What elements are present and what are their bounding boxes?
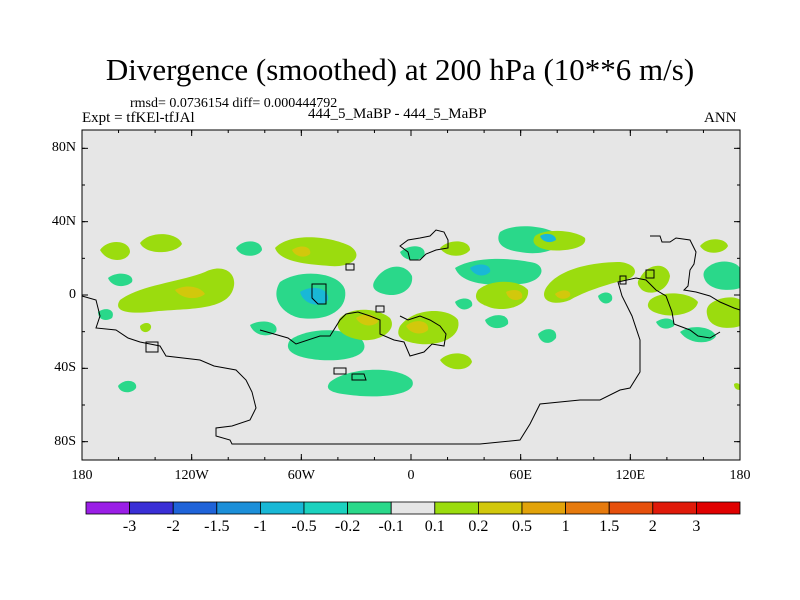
plot-title: Divergence (smoothed) at 200 hPa (10**6 … — [105, 52, 695, 87]
contour-region — [680, 327, 716, 343]
colorbar-swatch — [521, 501, 566, 515]
contour-region — [406, 321, 429, 334]
coastline-africa — [399, 229, 449, 261]
contour-region — [555, 290, 571, 299]
lon-tick-label: 120W — [174, 468, 209, 483]
colorbar-swatch — [303, 501, 348, 515]
coastline-island-6 — [619, 275, 627, 285]
contour-region — [300, 287, 329, 305]
colorbar-swatch — [434, 501, 479, 515]
colorbar-swatch — [608, 501, 654, 515]
contour-region — [440, 353, 472, 370]
colorbar-label: 0.2 — [468, 518, 489, 535]
coastline-europe — [650, 235, 741, 311]
contour-region — [538, 329, 557, 343]
colorbar-label: 3 — [692, 518, 701, 535]
coastline-island-3 — [351, 373, 367, 381]
lat-tick-label: 40N — [51, 213, 76, 229]
lon-tick-label: 180 — [729, 468, 751, 483]
coastline — [81, 229, 741, 445]
colorbar-label: 0.1 — [424, 518, 445, 535]
lon-tick-label: 60E — [509, 468, 532, 483]
colorbar-label: -3 — [122, 518, 137, 535]
contour-region — [118, 380, 137, 393]
coastline-island-8 — [375, 305, 385, 313]
contour-region — [656, 318, 675, 329]
contour-region — [703, 261, 740, 290]
coastline-island-4 — [333, 367, 347, 375]
lon-tick-label: 120E — [615, 468, 646, 483]
colorbar-swatch — [172, 501, 218, 515]
colorbar-swatch — [696, 501, 741, 515]
colorbar-swatch — [347, 501, 392, 515]
colorbar — [85, 501, 741, 515]
colorbar-swatch — [390, 501, 436, 515]
colorbar-label: 2 — [648, 518, 657, 535]
contour-region — [100, 241, 130, 260]
contour-region — [706, 297, 740, 328]
coastline-island-5 — [345, 263, 355, 271]
contour-region — [373, 266, 413, 296]
season-label: ANN — [704, 110, 737, 126]
contour-region — [337, 309, 392, 341]
contour-region — [485, 315, 509, 329]
lat-tick-label: 80N — [51, 140, 76, 156]
contour-region — [250, 321, 277, 336]
coastline-island-2 — [145, 341, 159, 353]
coastline-island-7 — [645, 269, 655, 279]
contour-region — [108, 273, 133, 287]
experiment-label: Expt = tfKEl-tfJAl — [82, 110, 195, 126]
colorbar-label: -0.1 — [378, 518, 404, 535]
lat-tick-label: 80S — [54, 433, 76, 449]
contour-region — [506, 290, 523, 300]
colorbar-label: -0.5 — [291, 518, 317, 535]
colorbar-swatch — [259, 501, 305, 515]
contour-region — [700, 239, 728, 253]
colorbar-swatch — [652, 501, 697, 515]
contour-region — [140, 234, 182, 253]
colorbar-swatch — [477, 501, 523, 515]
contour-region — [647, 293, 698, 316]
contour-region — [140, 323, 152, 333]
divergence-contours — [98, 226, 740, 397]
contour-region — [175, 286, 205, 299]
contour-region — [398, 310, 459, 345]
lat-tick-label: 40S — [54, 360, 76, 376]
colorbar-swatch — [565, 501, 610, 515]
contour-region — [734, 383, 740, 390]
contour-region — [287, 330, 365, 361]
contour-region — [470, 264, 491, 276]
colorbar-swatch — [129, 501, 174, 515]
colorbar-label: -1.5 — [204, 518, 230, 535]
colorbar-label: -1 — [253, 518, 268, 535]
axis-ticks — [81, 130, 741, 460]
lon-tick-label: 180 — [71, 468, 93, 483]
contour-region — [275, 237, 357, 267]
contour-region — [292, 246, 311, 257]
coastline-americas — [81, 277, 721, 445]
colorbar-swatch — [216, 501, 261, 515]
contour-region — [98, 309, 113, 320]
lon-tick-label: 0 — [407, 468, 415, 483]
contour-region — [400, 246, 425, 261]
coastline-island-1 — [311, 283, 327, 305]
colorbar-label: 0.5 — [512, 518, 532, 535]
coastline-central-america — [259, 311, 447, 357]
colorbar-label: -0.2 — [334, 518, 361, 535]
contour-region — [455, 298, 473, 310]
contour-region — [475, 281, 529, 310]
lat-tick-label: 0 — [69, 287, 76, 302]
lon-tick-label: 60W — [287, 468, 315, 483]
contour-region — [598, 292, 613, 304]
case-label: 444_5_MaBP - 444_5_MaBP — [308, 106, 487, 122]
contour-region — [540, 233, 556, 243]
colorbar-label: 1.5 — [599, 518, 620, 535]
stats-text: rmsd= 0.0736154 diff= 0.000444792 — [130, 96, 338, 111]
colorbar-label: 1 — [561, 518, 570, 535]
colorbar-swatch — [85, 501, 130, 515]
contour-region — [236, 241, 262, 256]
contour-region — [327, 369, 413, 397]
colorbar-label: -2 — [166, 518, 180, 535]
